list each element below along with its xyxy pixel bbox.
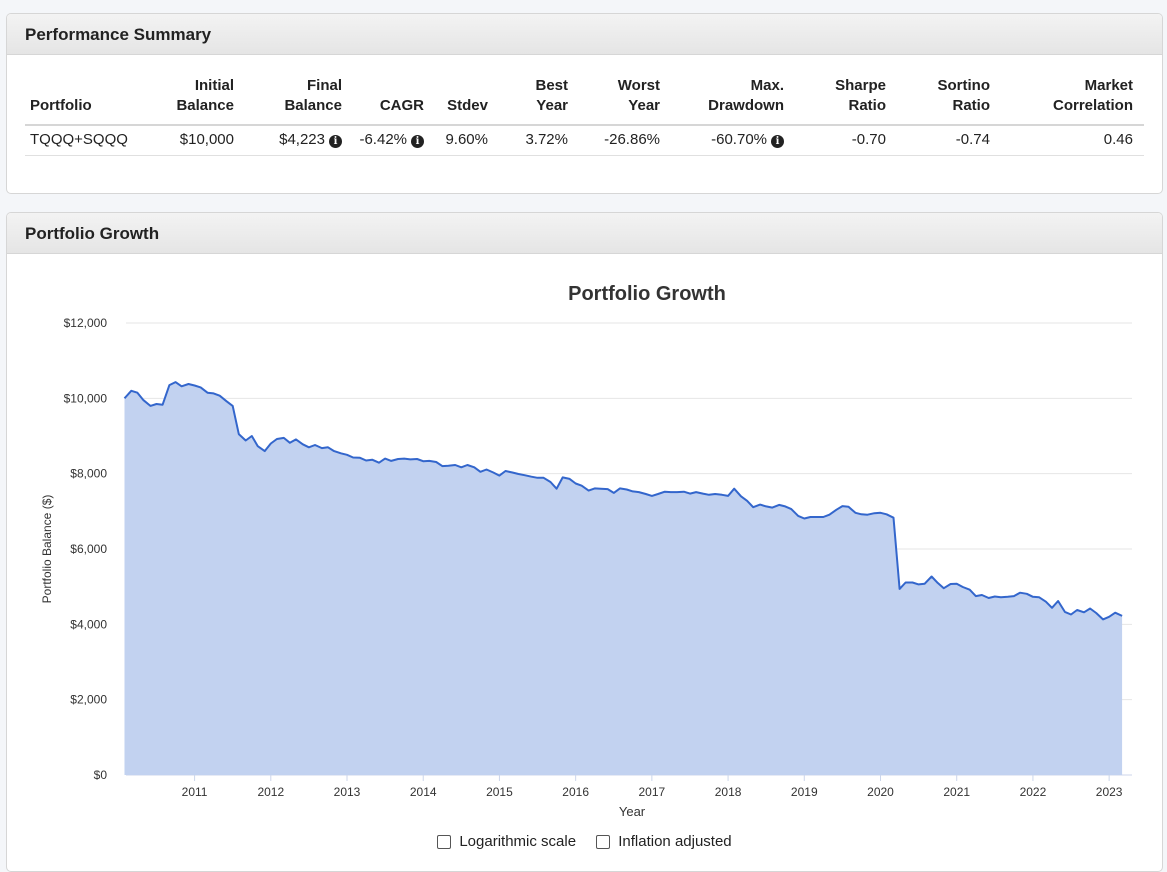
cell-worst-year: -26.86% xyxy=(579,125,671,156)
x-tick-label: 2022 xyxy=(1020,785,1047,799)
portfolio-growth-chart[interactable]: Portfolio Growth $0 $2,000 $4,000 $6,000 $8,0… xyxy=(7,213,1163,833)
cell-portfolio: TQQQ+SQQQ xyxy=(25,125,153,156)
y-tick-label: $6,000 xyxy=(70,542,107,556)
cell-sharpe-ratio: -0.70 xyxy=(795,125,897,156)
y-tick-label: $4,000 xyxy=(70,617,107,631)
y-tick-label: $2,000 xyxy=(70,693,107,707)
header-worst-year: Worst Year xyxy=(579,76,671,126)
inflation-adjusted-label: Inflation adjusted xyxy=(618,833,732,850)
inflation-adjusted-checkbox[interactable] xyxy=(596,834,611,849)
table-row: TQQQ+SQQQ $10,000 $4,223 i -6.42% i 9.60% … xyxy=(25,125,1144,156)
performance-summary-panel: Performance Summary Portfolio Initial Bal… xyxy=(6,13,1163,194)
header-final-balance: Final Balance xyxy=(245,76,353,126)
portfolio-growth-panel: Portfolio Growth Portfolio Growth $0 $2,00… xyxy=(6,212,1163,872)
cell-best-year: 3.72% xyxy=(499,125,579,156)
header-cagr: CAGR xyxy=(353,76,435,126)
x-tick-label: 2017 xyxy=(639,785,666,799)
y-tick-label: $10,000 xyxy=(64,391,108,405)
header-sharpe-ratio: Sharpe Ratio xyxy=(795,76,897,126)
cell-final-balance: $4,223 i xyxy=(245,125,353,156)
x-tick-label: 2020 xyxy=(867,785,894,799)
cell-initial-balance: $10,000 xyxy=(153,125,245,156)
x-tick-label: 2013 xyxy=(334,785,361,799)
table-header-row: Portfolio Initial Balance Final Balance CA… xyxy=(25,76,1144,126)
area-fill xyxy=(124,382,1123,775)
x-tick-label: 2018 xyxy=(715,785,742,799)
header-portfolio: Portfolio xyxy=(25,76,153,126)
x-tick-label: 2014 xyxy=(410,785,437,799)
info-circle-icon[interactable]: i xyxy=(771,134,784,148)
chart-controls: Logarithmic scale Inflation adjusted xyxy=(7,833,1162,853)
log-scale-checkbox[interactable] xyxy=(437,834,452,849)
x-tick-label: 2021 xyxy=(943,785,970,799)
inflation-adjusted-option[interactable]: Inflation adjusted xyxy=(596,833,732,850)
info-circle-icon[interactable]: i xyxy=(329,134,342,148)
info-circle-icon[interactable]: i xyxy=(411,134,424,148)
performance-summary-table: Portfolio Initial Balance Final Balance CA… xyxy=(25,76,1144,156)
chart-title: Portfolio Growth xyxy=(568,283,726,305)
cell-cagr: -6.42% i xyxy=(353,125,435,156)
log-scale-label: Logarithmic scale xyxy=(459,833,577,850)
log-scale-option[interactable]: Logarithmic scale xyxy=(437,833,576,850)
x-tick-label: 2019 xyxy=(791,785,818,799)
x-tick-label: 2016 xyxy=(562,785,589,799)
x-tick-label: 2011 xyxy=(182,785,208,799)
cell-sortino-ratio: -0.74 xyxy=(897,125,1001,156)
y-tick-label: $0 xyxy=(94,768,108,782)
y-axis-label: Portfolio Balance ($) xyxy=(40,495,54,604)
performance-summary-title: Performance Summary xyxy=(7,14,1162,55)
x-tick-label: 2023 xyxy=(1096,785,1123,799)
cell-max-drawdown: -60.70% i xyxy=(671,125,795,156)
cell-market-correlation: 0.46 xyxy=(1001,125,1144,156)
header-sortino-ratio: Sortino Ratio xyxy=(897,76,1001,126)
header-best-year: Best Year xyxy=(499,76,579,126)
x-tick-label: 2012 xyxy=(257,785,284,799)
x-tick-label: 2015 xyxy=(486,785,513,799)
cell-stdev: 9.60% xyxy=(435,125,499,156)
header-initial-balance: Initial Balance xyxy=(153,76,245,126)
x-axis-label: Year xyxy=(619,804,646,819)
series-line xyxy=(123,381,1123,621)
portfolio-growth-header: Portfolio Growth xyxy=(7,213,1162,254)
y-tick-label: $12,000 xyxy=(64,316,108,330)
header-stdev: Stdev xyxy=(435,76,499,126)
y-tick-label: $8,000 xyxy=(70,467,107,481)
header-market-correlation: Market Correlation xyxy=(1001,76,1144,126)
header-max-drawdown: Max. Drawdown xyxy=(671,76,795,126)
